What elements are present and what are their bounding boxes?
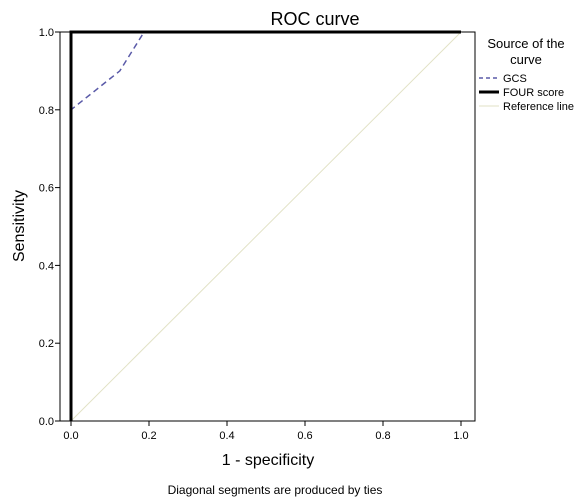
legend-title: Source of the [487, 36, 564, 51]
series-line-four-score [69, 30, 461, 421]
x-axis-label: 1 - specificity [222, 452, 314, 469]
x-tick-label: 0.6 [297, 430, 312, 442]
footnote: Diagonal segments are produced by ties [168, 483, 383, 497]
series-line-reference-line [70, 31, 462, 422]
y-tick-label: 1.0 [39, 27, 54, 39]
series-layer [69, 30, 462, 422]
x-tick-label: 0.0 [63, 430, 78, 442]
x-tick-label: 0.4 [219, 430, 234, 442]
y-tick-label: 0.4 [39, 260, 54, 272]
y-axis-label: Sensitivity [11, 190, 28, 262]
legend-entry: GCS [503, 73, 527, 85]
y-tick-label: 0.0 [39, 416, 54, 428]
tick-layer: 0.0 0.2 0.4 0.6 0.8 1.0 0.0 0.2 0.4 0.6 0.8 1.0 [39, 27, 469, 442]
y-tick-label: 0.6 [39, 183, 54, 195]
plot-frame [59, 31, 476, 422]
y-tick-label: 0.8 [39, 105, 54, 117]
x-tick-label: 0.8 [375, 430, 390, 442]
legend-entry: Reference line [503, 101, 574, 113]
x-tick-label: 1.0 [453, 430, 468, 442]
plot-area [59, 31, 476, 422]
legend-title: curve [510, 52, 542, 67]
legend-entry: FOUR score [503, 87, 564, 99]
chart-title: ROC curve [270, 9, 359, 29]
x-tick-label: 0.2 [141, 430, 156, 442]
y-tick-label: 0.2 [39, 338, 54, 350]
